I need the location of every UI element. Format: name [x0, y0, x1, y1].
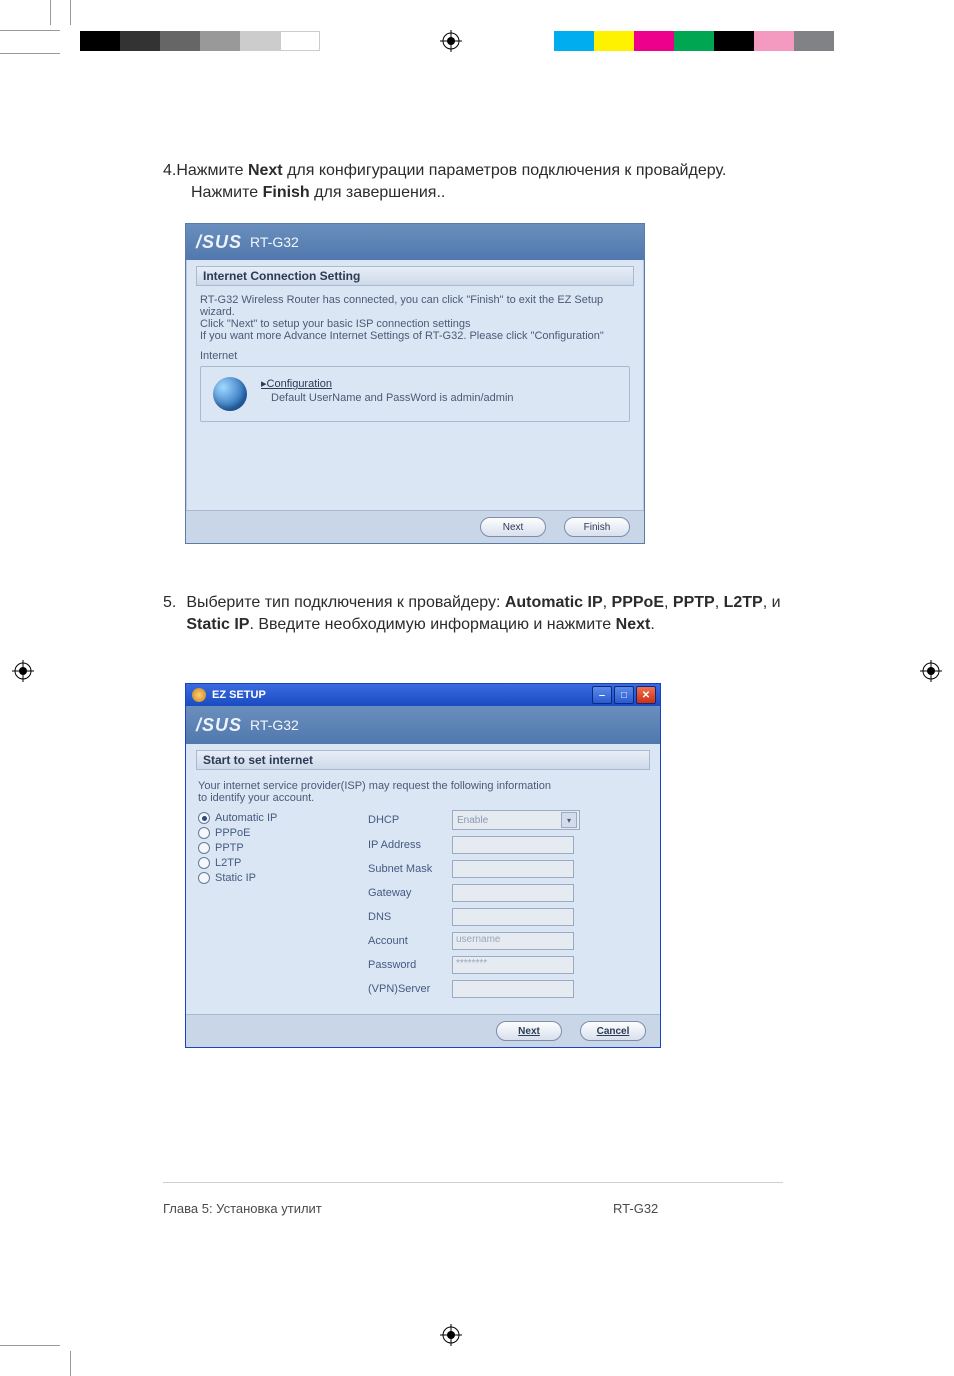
chevron-down-icon: ▾ — [561, 812, 577, 828]
internet-legend: Internet — [200, 350, 630, 362]
step-4-line2-post: для завершения.. — [310, 184, 446, 201]
radio-pppoe[interactable]: PPPoE — [198, 827, 368, 839]
vpn-label: (VPN)Server — [368, 983, 452, 995]
ip-label: IP Address — [368, 839, 452, 851]
wizard-1-model: RT-G32 — [250, 234, 299, 250]
registration-target-right — [920, 660, 942, 682]
dns-label: DNS — [368, 911, 452, 923]
radio-static-ip[interactable]: Static IP — [198, 872, 368, 884]
close-button[interactable]: ✕ — [636, 686, 656, 704]
subnet-label: Subnet Mask — [368, 863, 452, 875]
gateway-label: Gateway — [368, 887, 452, 899]
configuration-link[interactable]: ▸Configuration — [261, 378, 332, 390]
subnet-input[interactable] — [452, 860, 574, 878]
step-5-b6: Next — [616, 616, 651, 633]
radio-dot-icon — [198, 842, 210, 854]
ip-input[interactable] — [452, 836, 574, 854]
radio-dot-icon — [198, 812, 210, 824]
wizard-1-finish-button[interactable]: Finish — [564, 517, 630, 537]
radio-pptp[interactable]: PPTP — [198, 842, 368, 854]
wizard-1-line2: Click "Next" to setup your basic ISP con… — [200, 318, 630, 330]
step-5-b5: Static IP — [186, 616, 249, 633]
default-credentials-text: Default UserName and PassWord is admin/a… — [261, 392, 514, 404]
step-5-b1: Automatic IP — [505, 594, 603, 611]
asus-logo: /SUS — [196, 232, 242, 253]
wizard-1-next-button[interactable]: Next — [480, 517, 546, 537]
ez-setup-section-title: Start to set internet — [196, 750, 650, 770]
step-5-number: 5. — [163, 592, 176, 635]
wizard-1-section-title: Internet Connection Setting — [196, 266, 634, 286]
footer-model: RT-G32 — [613, 1201, 803, 1216]
account-label: Account — [368, 935, 452, 947]
wizard-1-line3: If you want more Advance Internet Settin… — [200, 330, 630, 342]
radio-automatic-ip[interactable]: Automatic IP — [198, 812, 368, 824]
ez-setup-model: RT-G32 — [250, 717, 299, 733]
gateway-input[interactable] — [452, 884, 574, 902]
ez-setup-header: /SUS RT-G32 — [186, 706, 660, 744]
ez-setup-title: EZ SETUP — [212, 689, 266, 701]
radio-dot-icon — [198, 857, 210, 869]
step-4-next-bold: Next — [248, 162, 283, 179]
step-5-b3: PPTP — [673, 594, 715, 611]
page-footer: Глава 5: Установка утилит RT-G32 — [163, 1182, 803, 1216]
color-bar-left — [80, 31, 360, 51]
password-label: Password — [368, 959, 452, 971]
wizard-1-body: RT-G32 Wireless Router has connected, yo… — [186, 290, 644, 510]
color-bar-right — [554, 31, 834, 51]
registration-target-top — [440, 30, 462, 52]
ez-setup-cancel-button[interactable]: Cancel — [580, 1021, 646, 1041]
wizard-1-header: /SUS RT-G32 — [186, 224, 644, 260]
step-4-text: 4.Нажмите Next для конфигурации параметр… — [163, 160, 803, 203]
step-5-b4: L2TP — [724, 594, 763, 611]
step-4-line2-pre: Нажмите — [191, 184, 263, 201]
maximize-button[interactable]: □ — [614, 686, 634, 704]
minimize-button[interactable]: ‒ — [592, 686, 612, 704]
globe-icon — [213, 377, 247, 411]
step-4-mid: для конфигурации параметров подключения … — [283, 162, 727, 179]
step-5-pre: Выберите тип подключения к провайдеру: — [186, 594, 505, 611]
step-4-number: 4. — [163, 162, 176, 179]
ez-setup-titlebar[interactable]: EZ SETUP ‒ □ ✕ — [186, 684, 660, 706]
ez-setup-intro1: Your internet service provider(ISP) may … — [198, 780, 648, 792]
radio-dot-icon — [198, 827, 210, 839]
asus-logo-2: /SUS — [196, 715, 242, 736]
ez-setup-footer: Next Cancel — [186, 1014, 660, 1047]
dhcp-select[interactable]: Enable ▾ — [452, 810, 580, 830]
dhcp-select-value: Enable — [457, 815, 488, 826]
registration-target-bottom — [440, 1324, 462, 1346]
step-4-finish-bold: Finish — [263, 184, 310, 201]
dhcp-label: DHCP — [368, 814, 452, 826]
vpn-input[interactable] — [452, 980, 574, 998]
step-5-b2: PPPoE — [612, 594, 664, 611]
password-input[interactable]: ******** — [452, 956, 574, 974]
ez-setup-intro2: to identify your account. — [198, 792, 648, 804]
account-input[interactable]: username — [452, 932, 574, 950]
step-4-pre: Нажмите — [176, 162, 248, 179]
wizard-window-1: /SUS RT-G32 Internet Connection Setting … — [185, 223, 645, 544]
app-icon — [192, 688, 206, 702]
registration-target-left — [12, 660, 34, 682]
wizard-1-footer: Next Finish — [186, 510, 644, 543]
internet-box: ▸Configuration Default UserName and Pass… — [200, 366, 630, 422]
wizard-1-line1: RT-G32 Wireless Router has connected, yo… — [200, 294, 630, 318]
radio-l2tp[interactable]: L2TP — [198, 857, 368, 869]
radio-dot-icon — [198, 872, 210, 884]
connection-type-radios: Automatic IP PPPoE PPTP L2TP Static IP — [198, 810, 368, 1004]
dns-input[interactable] — [452, 908, 574, 926]
step-5-text: 5. Выберите тип подключения к провайдеру… — [163, 592, 803, 635]
ez-setup-window: EZ SETUP ‒ □ ✕ /SUS RT-G32 Start to set … — [185, 683, 661, 1048]
footer-chapter: Глава 5: Установка утилит — [163, 1201, 613, 1216]
ez-setup-next-button[interactable]: Next — [496, 1021, 562, 1041]
